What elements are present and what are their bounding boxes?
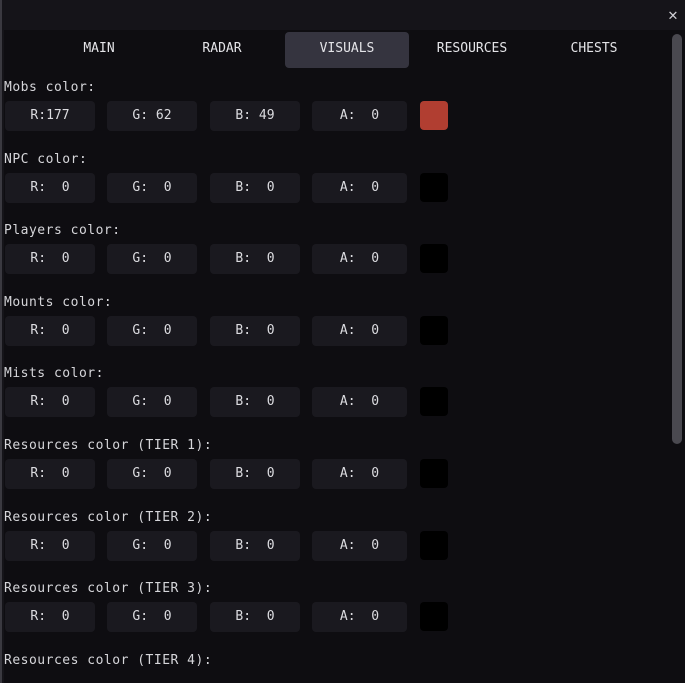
color-swatch[interactable]: [420, 101, 448, 130]
g-channel-input[interactable]: G: 0: [107, 172, 197, 203]
section-label: Mists color:: [4, 366, 104, 382]
g-channel-input[interactable]: G: 0: [107, 244, 197, 275]
a-channel-input[interactable]: A: 0: [312, 315, 407, 346]
color-swatch[interactable]: [420, 244, 448, 274]
color-swatch[interactable]: [420, 459, 448, 488]
b-channel-input[interactable]: B: 0: [210, 172, 300, 203]
b-channel-input[interactable]: B: 0: [210, 244, 300, 275]
section-label: Resources color (TIER 2):: [4, 509, 213, 525]
scrollbar[interactable]: [669, 30, 685, 683]
tab-visuals[interactable]: VISUALS: [285, 32, 409, 68]
r-channel-input[interactable]: R: 0: [5, 459, 95, 489]
r-channel-input[interactable]: R: 0: [5, 530, 95, 561]
g-channel-input[interactable]: G: 0: [107, 459, 197, 489]
b-channel-input[interactable]: B: 49: [210, 101, 300, 131]
tab-main[interactable]: MAIN: [83, 41, 115, 56]
r-channel-input[interactable]: R: 0: [5, 602, 95, 633]
section-label: Resources color (TIER 4):: [4, 652, 213, 668]
g-channel-input[interactable]: G: 0: [107, 315, 197, 346]
color-swatch[interactable]: [420, 530, 448, 560]
b-channel-input[interactable]: B: 0: [210, 387, 300, 418]
tab-bar: MAIN RADAR VISUALS RESOURCES CHESTS: [4, 32, 669, 68]
b-channel-input[interactable]: B: 0: [210, 530, 300, 561]
g-channel-input[interactable]: G: 0: [107, 530, 197, 561]
b-channel-input[interactable]: B: 0: [210, 459, 300, 489]
a-channel-input[interactable]: A: 0: [312, 530, 407, 561]
color-swatch[interactable]: [420, 602, 448, 632]
g-channel-input[interactable]: G: 0: [107, 387, 197, 418]
r-channel-input[interactable]: R: 0: [5, 172, 95, 203]
tab-chests[interactable]: CHESTS: [570, 41, 618, 56]
color-swatch[interactable]: [420, 172, 448, 202]
g-channel-input[interactable]: G: 0: [107, 602, 197, 633]
r-channel-input[interactable]: R:177: [5, 101, 95, 131]
b-channel-input[interactable]: B: 0: [210, 315, 300, 346]
a-channel-input[interactable]: A: 0: [312, 602, 407, 633]
content-panel: MAIN RADAR VISUALS RESOURCES CHESTS Mobs…: [4, 30, 669, 683]
r-channel-input[interactable]: R: 0: [5, 315, 95, 346]
section-label: NPC color:: [4, 151, 88, 167]
tab-radar[interactable]: RADAR: [202, 41, 242, 56]
a-channel-input[interactable]: A: 0: [312, 387, 407, 418]
b-channel-input[interactable]: B: 0: [210, 602, 300, 633]
tab-resources[interactable]: RESOURCES: [436, 41, 508, 56]
section-label: Mobs color:: [4, 80, 96, 95]
a-channel-input[interactable]: A: 0: [312, 459, 407, 489]
section-label: Mounts color:: [4, 294, 113, 310]
g-channel-input[interactable]: G: 62: [107, 101, 197, 131]
a-channel-input[interactable]: A: 0: [312, 244, 407, 275]
color-swatch[interactable]: [420, 387, 448, 417]
a-channel-input[interactable]: A: 0: [312, 101, 407, 131]
scrollbar-thumb[interactable]: [672, 34, 682, 444]
r-channel-input[interactable]: R: 0: [5, 387, 95, 418]
a-channel-input[interactable]: A: 0: [312, 172, 407, 203]
close-icon[interactable]: ✕: [668, 5, 678, 24]
section-label: Resources color (TIER 1):: [4, 438, 213, 453]
section-label: Players color:: [4, 223, 121, 239]
section-label: Resources color (TIER 3):: [4, 581, 213, 597]
r-channel-input[interactable]: R: 0: [5, 244, 95, 275]
color-swatch[interactable]: [420, 315, 448, 345]
